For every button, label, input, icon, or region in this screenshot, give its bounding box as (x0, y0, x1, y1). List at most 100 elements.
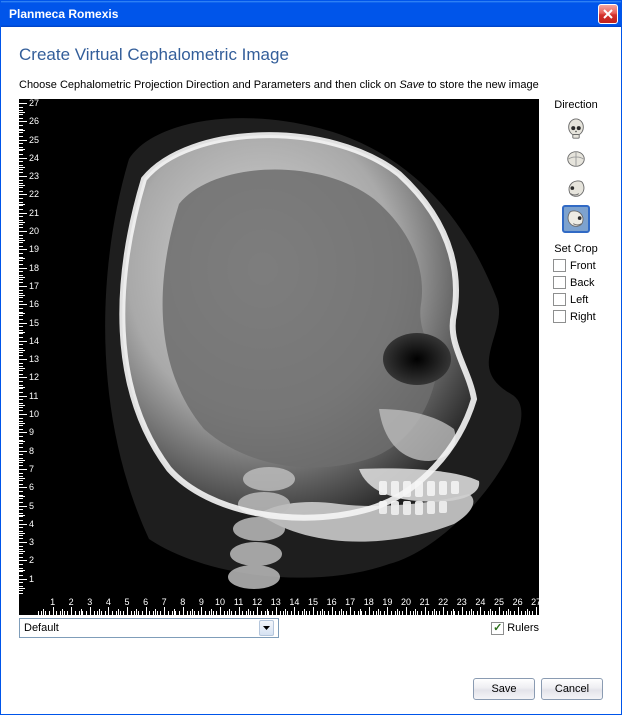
crop-label: Right (570, 311, 596, 323)
ruler-h-number: 7 (162, 597, 167, 607)
ruler-h-number: 16 (327, 597, 337, 607)
ruler-v-number: 20 (29, 226, 39, 236)
ruler-v-number: 11 (29, 391, 38, 401)
crop-row-front[interactable]: Front (553, 259, 603, 272)
setcrop-options: Front Back Left Right (549, 259, 603, 323)
ruler-v-number: 18 (29, 263, 39, 273)
crop-row-right[interactable]: Right (553, 310, 603, 323)
ruler-v-number: 21 (29, 208, 39, 218)
crop-checkbox-back[interactable] (553, 276, 566, 289)
ruler-v-number: 13 (29, 354, 39, 364)
preview-canvas: 1234567891011121314151617181920212223242… (19, 99, 539, 615)
ruler-h-number: 24 (475, 597, 485, 607)
ruler-h-number: 19 (382, 597, 392, 607)
ruler-v-number: 4 (29, 519, 34, 529)
ruler-h-number: 27 (531, 597, 539, 607)
save-button[interactable]: Save (473, 678, 535, 700)
content-area: Create Virtual Cephalometric Image Choos… (1, 27, 621, 714)
chevron-down-icon (259, 620, 274, 636)
titlebar: Planmeca Romexis (1, 1, 621, 27)
instruction-post: to store the new image (424, 79, 538, 91)
ruler-h-number: 10 (215, 597, 225, 607)
under-preview-row: Default Rulers (19, 618, 539, 638)
ruler-v-number: 7 (29, 464, 34, 474)
rulers-checkbox[interactable] (491, 622, 504, 635)
ruler-v-number: 14 (29, 336, 39, 346)
ruler-v-number: 27 (29, 99, 39, 108)
ruler-v-number: 9 (29, 427, 34, 437)
skull-left-icon[interactable] (562, 175, 590, 203)
ruler-h-number: 1 (50, 597, 55, 607)
ruler-h-number: 15 (308, 597, 318, 607)
preset-dropdown[interactable]: Default (19, 618, 279, 638)
crop-label: Left (570, 294, 588, 306)
ruler-h-number: 21 (420, 597, 430, 607)
ruler-h-number: 12 (252, 597, 262, 607)
ruler-v-number: 17 (29, 281, 39, 291)
crop-label: Back (570, 277, 594, 289)
ruler-h-number: 5 (124, 597, 129, 607)
ruler-vertical: 1234567891011121314151617181920212223242… (19, 99, 47, 597)
crop-checkbox-front[interactable] (553, 259, 566, 272)
ruler-h-number: 2 (69, 597, 74, 607)
direction-icon-list (549, 115, 603, 233)
skull-xray-icon (59, 109, 529, 589)
footer-buttons: Save Cancel (19, 664, 603, 700)
ruler-v-number: 25 (29, 135, 39, 145)
instruction-em: Save (399, 79, 424, 91)
right-panel: Direction Set Crop Front Back Left Right (549, 99, 603, 638)
crop-checkbox-left[interactable] (553, 293, 566, 306)
rulers-label: Rulers (507, 622, 539, 634)
ruler-h-number: 20 (401, 597, 411, 607)
cancel-button[interactable]: Cancel (541, 678, 603, 700)
close-icon (603, 9, 613, 19)
rulers-toggle[interactable]: Rulers (491, 622, 539, 635)
instruction-text: Choose Cephalometric Projection Directio… (19, 79, 603, 91)
ruler-v-number: 3 (29, 537, 34, 547)
ruler-v-number: 26 (29, 116, 39, 126)
ruler-v-number: 10 (29, 409, 39, 419)
skull-front-icon[interactable] (562, 115, 590, 143)
dialog-window: Planmeca Romexis Create Virtual Cephalom… (0, 0, 622, 715)
instruction-pre: Choose Cephalometric Projection Directio… (19, 79, 399, 91)
ruler-v-number: 19 (29, 244, 39, 254)
ruler-h-number: 14 (289, 597, 299, 607)
ruler-h-number: 18 (364, 597, 374, 607)
ruler-v-number: 1 (29, 574, 34, 584)
ruler-v-number: 8 (29, 446, 34, 456)
skull-right-icon[interactable] (562, 205, 590, 233)
ruler-v-number: 2 (29, 555, 34, 565)
ruler-v-number: 6 (29, 482, 34, 492)
skull-top-icon[interactable] (562, 145, 590, 173)
ruler-h-number: 25 (494, 597, 504, 607)
ruler-h-number: 17 (345, 597, 355, 607)
preview-column: 1234567891011121314151617181920212223242… (19, 99, 539, 638)
setcrop-label: Set Crop (549, 243, 603, 255)
ruler-h-number: 22 (438, 597, 448, 607)
preset-selected-value: Default (24, 622, 59, 634)
ruler-v-number: 15 (29, 318, 39, 328)
ruler-v-number: 16 (29, 299, 39, 309)
middle-row: 1234567891011121314151617181920212223242… (19, 99, 603, 638)
ruler-h-number: 9 (199, 597, 204, 607)
crop-row-back[interactable]: Back (553, 276, 603, 289)
ruler-h-number: 6 (143, 597, 148, 607)
crop-row-left[interactable]: Left (553, 293, 603, 306)
ruler-h-number: 4 (106, 597, 111, 607)
ruler-h-number: 11 (234, 597, 243, 607)
crop-label: Front (570, 260, 596, 272)
ruler-h-number: 26 (513, 597, 523, 607)
crop-checkbox-right[interactable] (553, 310, 566, 323)
ruler-h-number: 13 (271, 597, 281, 607)
direction-label: Direction (549, 99, 603, 111)
ruler-v-number: 12 (29, 372, 39, 382)
ruler-horizontal: 1234567891011121314151617181920212223242… (19, 597, 539, 615)
ruler-v-number: 5 (29, 501, 34, 511)
window-title: Planmeca Romexis (9, 7, 598, 21)
ruler-h-number: 8 (180, 597, 185, 607)
ruler-v-number: 22 (29, 189, 39, 199)
ruler-v-number: 23 (29, 171, 39, 181)
close-button[interactable] (598, 4, 618, 24)
page-title: Create Virtual Cephalometric Image (19, 45, 603, 65)
ruler-h-number: 23 (457, 597, 467, 607)
